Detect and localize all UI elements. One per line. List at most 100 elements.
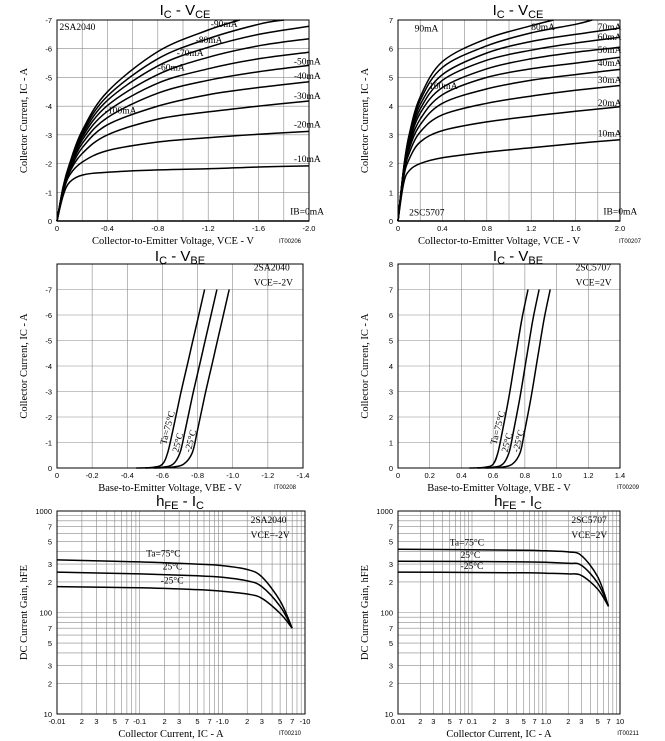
annotation-80ma: -80mA (196, 36, 223, 46)
y-tick-label: 1000 (376, 507, 393, 516)
annotation-50ma: -50mA (294, 58, 321, 68)
y-tick-label: 3 (48, 560, 52, 569)
series-group (397, 548, 610, 607)
tick-labels: 0.01 2 3 5 7 0.1 2 3 5 7 1.0 2 3 5 7 101023571002357100… (376, 507, 624, 726)
series-line-25-c (144, 289, 218, 469)
tick-labels: 0 -0.4 -0.8 -1.2 -1.6 -2.0 0 -1 -2 -3 -4 -5 -6 -7 (45, 16, 315, 233)
tick-labels: 0 0.2 0.4 0.6 0.8 1.0 1.2 1.4 0 1 2 3 4 5 6 7 8 (389, 260, 625, 480)
y-tick-label: 8 (389, 260, 393, 269)
y-tick-label: 3 (389, 388, 393, 397)
annotation-2sc5707: 2SC5707 (409, 208, 445, 218)
y-tick-label: 1 (389, 188, 393, 197)
y-tick-label: -4 (45, 102, 52, 111)
y-tick-label: 7 (389, 624, 393, 633)
x-tick-label: -1.4 (297, 471, 310, 480)
grid (397, 511, 620, 715)
x-axis-label: Collector Current, IC - A (118, 729, 224, 740)
annotation-80ma: 80mA (531, 23, 555, 33)
chart-title: IC - VBE (493, 248, 543, 267)
y-tick-label: 0 (389, 217, 393, 226)
annotations: 2SA2040 -90mA -80mA -70mA -60mA -50mA -40mA -30… (60, 20, 325, 218)
series-line-ta-75-c (56, 559, 293, 629)
x-tick-label: 7 (458, 717, 462, 726)
chart-title: IC - VCE (493, 2, 544, 21)
x-tick-label: -0.8 (191, 471, 204, 480)
series-line-25-c (56, 585, 293, 629)
annotation-10ma: 10mA (598, 129, 622, 139)
y-tick-label: 7 (389, 16, 393, 25)
y-tick-label: 6 (389, 45, 393, 54)
x-axis-label: Collector-to-Emitter Voltage, VCE - V (92, 236, 254, 247)
annotation-25-c: 25°C (163, 562, 183, 573)
annotation-100ma: 100mA (429, 82, 458, 92)
annotation-20ma: -20mA (294, 121, 321, 131)
y-tick-label: 4 (389, 102, 393, 111)
y-tick-label: 7 (389, 523, 393, 532)
y-tick-label: -1 (45, 188, 52, 197)
y-tick-label: -7 (45, 286, 52, 295)
plot-frame (397, 510, 621, 715)
x-tick-label: 7 (207, 717, 211, 726)
x-tick-label: -0.2 (86, 471, 99, 480)
x-tick-label: -1.6 (252, 224, 265, 233)
y-tick-label: -3 (45, 388, 52, 397)
series-group (56, 559, 293, 629)
series-line-10ma (56, 165, 310, 222)
figure-code: IT00211 (617, 731, 639, 737)
annotation-2sc5707: 2SC5707 (576, 263, 612, 273)
x-tick-label: 3 (177, 717, 181, 726)
y-tick-label: 3 (389, 662, 393, 671)
x-tick-label: 0 (396, 471, 400, 480)
series-line-25-c (477, 289, 540, 469)
annotation-20ma: 20mA (598, 99, 622, 109)
y-tick-label: 5 (48, 538, 52, 547)
plot-frame (397, 263, 621, 469)
plot-frame (56, 263, 304, 469)
series-line-25-c (397, 560, 610, 607)
annotation-100ma: -100mA (105, 106, 137, 116)
x-tick-label: 5 (522, 717, 526, 726)
y-tick-label: 2 (389, 578, 393, 587)
x-tick-label: 2 (566, 717, 570, 726)
figure-code: IT00209 (617, 485, 640, 491)
y-tick-label: 7 (48, 523, 52, 532)
y-tick-label: 2 (48, 578, 52, 587)
y-tick-label: -4 (45, 362, 52, 371)
annotation-50ma: 50mA (598, 46, 622, 56)
y-tick-label: 3 (48, 662, 52, 671)
y-tick-label: 10 (44, 710, 52, 719)
y-tick-label: -6 (45, 311, 52, 320)
series-line-100ma (56, 19, 240, 222)
annotation-ta-75-c: Ta=75°C (450, 538, 484, 549)
x-tick-label: 5 (448, 717, 452, 726)
x-tick-label: 3 (260, 717, 264, 726)
series-group (397, 19, 621, 222)
annotation-ib-0ma: IB=0mA (290, 208, 324, 218)
x-tick-label: 3 (431, 717, 435, 726)
y-tick-label: 2 (389, 413, 393, 422)
annotation-2sa2040: 2SA2040 (251, 516, 287, 526)
y-tick-label: -1 (45, 439, 52, 448)
y-tick-label: 4 (389, 362, 393, 371)
annotation-90ma: -90mA (211, 20, 238, 30)
x-tick-label: 1.6 (570, 224, 580, 233)
chart-panel-4: 0 0.2 0.4 0.6 0.8 1.0 1.2 1.4 0 1 2 3 4 5 6 7 8 Base-to-E… (360, 248, 640, 494)
annotation-vce-2v: VCE=2V (576, 279, 612, 289)
x-tick-label: -0.01 (48, 717, 65, 726)
x-tick-label: 2 (162, 717, 166, 726)
x-tick-label: 0.01 (391, 717, 406, 726)
y-tick-label: -7 (45, 16, 52, 25)
x-tick-label: 7 (532, 717, 536, 726)
chart-title: IC - VBE (155, 248, 205, 267)
annotation-40ma: -40mA (294, 72, 321, 82)
x-tick-label: 7 (125, 717, 129, 726)
series-line-25-c (56, 571, 293, 629)
series-line-25-c (485, 289, 551, 469)
series-line-ta-75-c (397, 548, 610, 607)
chart-title: hFE - IC (494, 493, 542, 512)
annotation-2sc5707: 2SC5707 (571, 516, 607, 526)
chart-panel-2: 0 0.4 0.8 1.2 1.6 2.0 0 1 2 3 4 5 6 7 Collector-to-Emi… (360, 2, 642, 247)
annotation-30ma: -30mA (294, 92, 321, 102)
x-axis-label: Base-to-Emitter Voltage, VBE - V (98, 483, 242, 494)
series-line-25-c (153, 289, 230, 469)
